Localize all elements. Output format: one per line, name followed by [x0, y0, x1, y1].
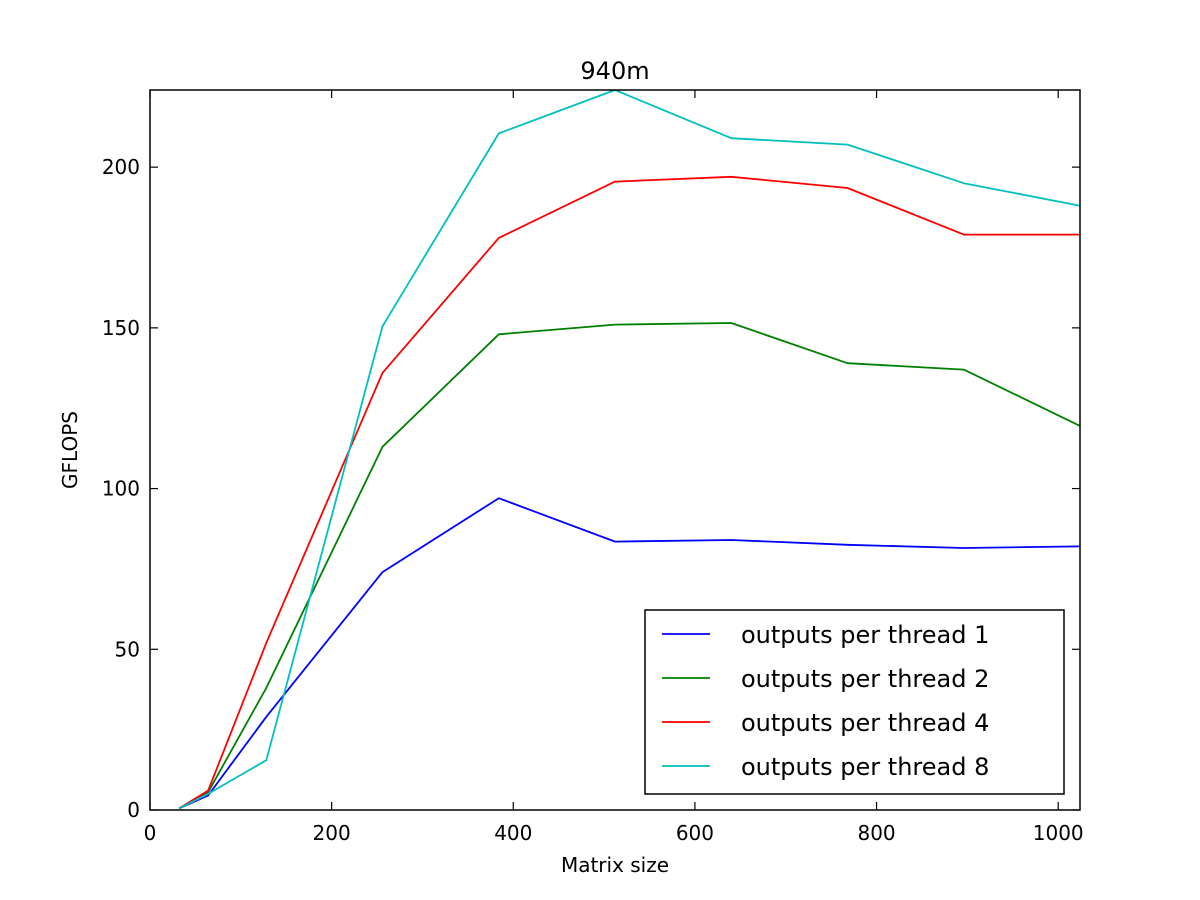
legend-frame [644, 609, 1065, 795]
legend-items: outputs per thread 1 outputs per thread 2… [662, 621, 989, 781]
legend-label: outputs per thread 2 [741, 665, 989, 693]
y-tick-label: 100 [102, 477, 140, 501]
x-tick-label: 200 [313, 821, 351, 845]
y-tick-label: 150 [102, 316, 140, 340]
legend-label: outputs per thread 1 [741, 621, 989, 649]
y-tick-label: 200 [102, 155, 140, 179]
plot-frame [149, 89, 1081, 811]
series-line-1 [178, 497, 1081, 810]
series-layer [178, 89, 1081, 810]
x-tick-label: 800 [857, 821, 895, 845]
x-tick-label: 0 [144, 821, 157, 845]
x-tick-label: 600 [676, 821, 714, 845]
y-tick-label: 0 [127, 798, 140, 822]
legend: outputs per thread 1 outputs per thread 2… [644, 609, 1065, 795]
series-line-2 [178, 322, 1081, 810]
series-line-4 [178, 89, 1081, 810]
x-axis-label: Matrix size [561, 853, 669, 877]
legend-label: outputs per thread 4 [741, 709, 989, 737]
x-axis-ticks: 0 200 400 600 800 1000 [144, 90, 1084, 845]
chart-title: 940m [580, 57, 649, 85]
y-axis-ticks: 0 50 100 150 200 [102, 155, 1080, 822]
y-tick-label: 50 [115, 637, 140, 661]
x-tick-label: 400 [494, 821, 532, 845]
legend-label: outputs per thread 8 [741, 753, 989, 781]
x-tick-label: 1000 [1033, 821, 1084, 845]
series-line-3 [178, 175, 1080, 810]
y-axis-label: GFLOPS [58, 411, 82, 489]
plot-area [149, 89, 1081, 811]
